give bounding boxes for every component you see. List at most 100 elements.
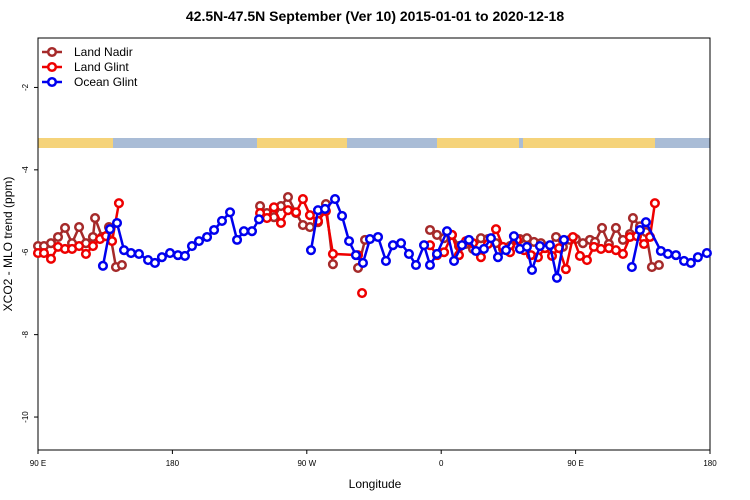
point: [186, 241, 198, 252]
point: [59, 222, 71, 233]
point: [357, 257, 368, 269]
point: [125, 248, 137, 259]
point: [232, 234, 243, 245]
point: [634, 224, 646, 236]
point: [97, 260, 109, 271]
point: [305, 245, 317, 256]
point: [670, 250, 682, 261]
point: [418, 240, 430, 251]
y-tick-label: -8: [21, 331, 30, 339]
point: [638, 238, 650, 250]
point: [544, 240, 555, 251]
chart-title: 42.5N-47.5N September (Ver 10) 2015-01-0…: [186, 8, 564, 24]
point: [395, 238, 407, 249]
point: [297, 194, 308, 205]
x-tick-label: 90 E: [567, 459, 583, 468]
y-axis-label: XCO2 - MLO trend (ppm): [1, 177, 15, 312]
point: [470, 245, 482, 257]
point: [201, 231, 213, 243]
legend-label: Ocean Glint: [74, 75, 138, 89]
point: [336, 210, 348, 222]
y-tick-label: -2: [21, 83, 30, 91]
y-tick-label: -4: [21, 166, 30, 174]
point: [492, 252, 503, 263]
point: [596, 222, 608, 233]
point: [216, 215, 228, 226]
point: [261, 212, 272, 224]
point: [238, 226, 249, 237]
point: [304, 222, 315, 233]
point: [149, 257, 160, 269]
point: [89, 212, 101, 224]
legend-label: Land Glint: [74, 60, 129, 74]
x-tick-label: 0: [439, 459, 444, 468]
point: [456, 240, 468, 251]
series-line: [101, 196, 708, 279]
point: [521, 241, 532, 252]
point: [627, 212, 638, 224]
point: [534, 241, 545, 252]
point: [551, 272, 562, 283]
point: [224, 207, 236, 218]
point: [441, 226, 453, 237]
point: [156, 252, 167, 263]
point: [490, 224, 502, 235]
point: [111, 217, 123, 229]
point: [403, 248, 414, 259]
point: [209, 224, 220, 236]
point: [431, 248, 443, 259]
point: [372, 231, 384, 243]
point: [448, 255, 460, 266]
point: [653, 259, 664, 271]
x-tick-label: 180: [166, 459, 180, 468]
point: [327, 259, 338, 270]
point: [692, 252, 703, 263]
point: [617, 248, 628, 259]
point: [38, 248, 50, 259]
point: [478, 243, 489, 254]
point: [685, 257, 696, 269]
point: [424, 259, 436, 271]
map-strip: [38, 138, 710, 148]
point: [701, 248, 712, 259]
point: [116, 259, 127, 271]
y-tick-label: -10: [21, 411, 30, 423]
point: [550, 231, 562, 243]
point: [475, 252, 486, 263]
legend-label: Land Nadir: [74, 45, 133, 59]
point: [357, 287, 368, 299]
point: [80, 248, 91, 259]
y-tick-label: -6: [21, 248, 30, 256]
point: [282, 191, 294, 203]
x-axis-label: Longitude: [349, 477, 402, 491]
legend-marker: [46, 61, 58, 73]
point: [113, 198, 124, 209]
point: [104, 224, 116, 235]
legend-marker: [46, 76, 58, 88]
point: [87, 241, 99, 252]
point: [526, 264, 538, 276]
point: [649, 198, 660, 209]
point: [574, 250, 585, 261]
point: [662, 248, 673, 259]
point: [164, 248, 176, 259]
point: [560, 264, 571, 275]
legend-marker: [46, 46, 58, 58]
point: [558, 234, 570, 245]
point: [319, 203, 331, 215]
point: [304, 210, 315, 221]
point: [327, 248, 338, 259]
point: [45, 253, 57, 264]
point: [74, 222, 85, 233]
x-tick-label: 90 E: [30, 459, 46, 468]
point: [179, 250, 190, 261]
x-tick-label: 90 W: [297, 459, 316, 468]
point: [463, 234, 475, 245]
point: [344, 236, 355, 247]
point: [380, 255, 391, 266]
point: [193, 236, 205, 247]
point: [253, 214, 265, 225]
point: [581, 255, 592, 266]
point: [364, 234, 376, 245]
